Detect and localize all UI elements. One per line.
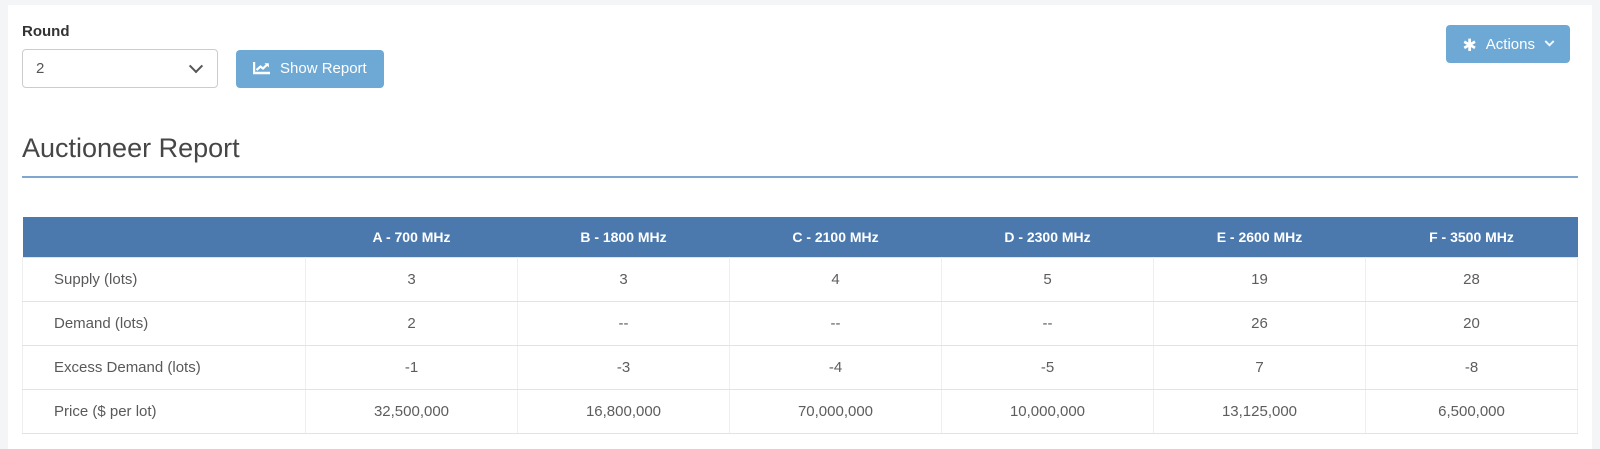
cell-demand-a: 2 — [305, 300, 518, 346]
cell-supply-f: 28 — [1365, 256, 1578, 302]
column-header-a-700: A - 700 MHz — [305, 217, 518, 257]
table-row-demand: Demand (lots) 2 -- -- -- 26 20 — [22, 300, 1578, 346]
cell-demand-b: -- — [517, 300, 730, 346]
cell-supply-d: 5 — [941, 256, 1154, 302]
table-row-excess-demand: Excess Demand (lots) -1 -3 -4 -5 7 -8 — [22, 344, 1578, 390]
show-report-button[interactable]: Show Report — [236, 49, 384, 88]
row-label-supply: Supply (lots) — [22, 256, 306, 302]
table-row-supply: Supply (lots) 3 3 4 5 19 28 — [22, 256, 1578, 302]
row-label-excess-demand: Excess Demand (lots) — [22, 344, 306, 390]
actions-label: Actions — [1485, 35, 1535, 53]
cell-supply-e: 19 — [1153, 256, 1366, 302]
cell-excess-e: 7 — [1153, 344, 1366, 390]
cell-price-f: 6,500,000 — [1365, 388, 1578, 434]
column-header-e-2600: E - 2600 MHz — [1153, 217, 1366, 257]
cell-excess-d: -5 — [941, 344, 1154, 390]
cell-price-c: 70,000,000 — [729, 388, 942, 434]
round-select[interactable]: 2 — [22, 49, 218, 88]
page-title: Auctioneer Report — [22, 133, 1578, 178]
chart-line-icon — [253, 61, 271, 76]
cell-supply-c: 4 — [729, 256, 942, 302]
toolbar: Round 2 Show Report — [22, 23, 1578, 88]
round-label: Round — [22, 23, 70, 40]
cell-supply-b: 3 — [517, 256, 730, 302]
cell-price-a: 32,500,000 — [305, 388, 518, 434]
round-select-value: 2 — [36, 60, 45, 77]
cell-demand-c: -- — [729, 300, 942, 346]
cell-price-d: 10,000,000 — [941, 388, 1154, 434]
cell-demand-f: 20 — [1365, 300, 1578, 346]
cell-excess-f: -8 — [1365, 344, 1578, 390]
cell-excess-a: -1 — [305, 344, 518, 390]
chevron-down-icon — [188, 58, 204, 73]
asterisk-icon: ✱ — [1462, 35, 1477, 55]
table-row-price: Price ($ per lot) 32,500,000 16,800,000 … — [22, 388, 1578, 434]
cell-demand-e: 26 — [1153, 300, 1366, 346]
chevron-down-icon — [1544, 36, 1555, 47]
round-group: Round 2 Show Report — [22, 23, 1578, 88]
cell-price-b: 16,800,000 — [517, 388, 730, 434]
cell-excess-c: -4 — [729, 344, 942, 390]
content-card: Round 2 Show Report — [8, 5, 1592, 449]
column-header-c-2100: C - 2100 MHz — [729, 217, 942, 257]
cell-excess-b: -3 — [517, 344, 730, 390]
round-controls: 2 Show Report — [22, 49, 1578, 88]
actions-button[interactable]: ✱ Actions — [1445, 25, 1570, 63]
cell-price-e: 13,125,000 — [1153, 388, 1366, 434]
show-report-label: Show Report — [280, 60, 367, 77]
column-header-b-1800: B - 1800 MHz — [517, 217, 730, 257]
column-header-empty — [22, 217, 306, 257]
column-header-f-3500: F - 3500 MHz — [1365, 217, 1578, 257]
column-header-d-2300: D - 2300 MHz — [941, 217, 1154, 257]
auctioneer-report-table: A - 700 MHz B - 1800 MHz C - 2100 MHz D … — [22, 217, 1578, 434]
row-label-price: Price ($ per lot) — [22, 388, 306, 434]
cell-demand-d: -- — [941, 300, 1154, 346]
table-header-row: A - 700 MHz B - 1800 MHz C - 2100 MHz D … — [22, 217, 1578, 257]
row-label-demand: Demand (lots) — [22, 300, 306, 346]
cell-supply-a: 3 — [305, 256, 518, 302]
